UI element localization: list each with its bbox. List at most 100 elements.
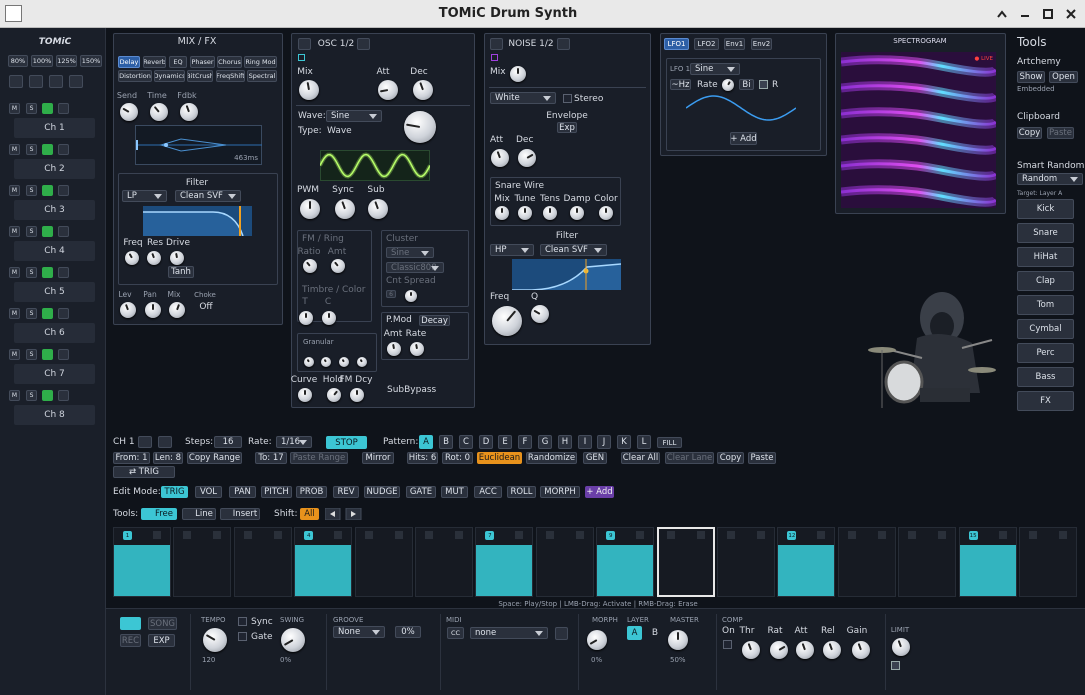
button[interactable]: GEN	[583, 452, 607, 464]
next-button[interactable]	[357, 38, 370, 50]
knob[interactable]	[281, 628, 305, 652]
knob[interactable]	[722, 79, 734, 91]
button[interactable]: Exp	[557, 122, 577, 133]
transport-stop[interactable]	[120, 617, 141, 630]
knob[interactable]	[368, 199, 388, 219]
icon-button[interactable]	[9, 75, 23, 88]
step[interactable]	[415, 527, 473, 597]
step[interactable]	[837, 527, 896, 597]
knob[interactable]	[518, 149, 536, 167]
knob[interactable]	[150, 103, 168, 121]
channel[interactable]: Ch 2	[14, 159, 95, 179]
button[interactable]: E	[498, 435, 512, 449]
button[interactable]: Mirror	[362, 452, 394, 464]
button[interactable]: ⇄ TRIG	[113, 466, 175, 478]
note-button[interactable]	[58, 267, 69, 278]
dropdown[interactable]: Sine	[386, 247, 434, 258]
button[interactable]: All	[300, 508, 319, 520]
step[interactable]	[1019, 527, 1077, 597]
button[interactable]: REC	[120, 634, 141, 647]
button[interactable]: CC	[447, 627, 464, 639]
button[interactable]: PAN	[229, 486, 256, 498]
button[interactable]: M	[9, 185, 20, 196]
knob[interactable]	[742, 641, 760, 659]
button[interactable]: LFO2	[694, 38, 719, 50]
knob[interactable]	[531, 305, 549, 323]
dropdown[interactable]: None	[333, 626, 385, 638]
button[interactable]: HiHat	[1017, 247, 1074, 267]
button[interactable]: Bass	[1017, 367, 1074, 387]
step[interactable]	[656, 527, 715, 597]
button[interactable]: NUDGE	[364, 486, 400, 498]
play-button[interactable]	[42, 349, 53, 360]
button[interactable]: M	[9, 144, 20, 155]
button[interactable]: K	[617, 435, 631, 449]
button[interactable]: Copy	[1017, 127, 1042, 139]
button[interactable]: M	[9, 267, 20, 278]
icon-button[interactable]	[138, 436, 152, 448]
button[interactable]: BitCrush	[187, 70, 213, 82]
button[interactable]: M	[9, 349, 20, 360]
play-button[interactable]	[42, 308, 53, 319]
button[interactable]: From: 1	[113, 452, 150, 464]
button[interactable]: H	[558, 435, 572, 449]
button[interactable]: Delay	[118, 56, 140, 68]
button[interactable]: G	[538, 435, 552, 449]
button[interactable]: TRIG	[161, 486, 188, 498]
button[interactable]: Hits: 6	[407, 452, 438, 464]
knob[interactable]	[120, 103, 138, 121]
next-button[interactable]	[557, 38, 570, 50]
button[interactable]: 150%	[80, 55, 102, 67]
button[interactable]: A	[419, 435, 433, 449]
note-button[interactable]	[58, 390, 69, 401]
button[interactable]: GATE	[406, 486, 436, 498]
knob[interactable]	[299, 80, 319, 100]
knob[interactable]	[321, 357, 331, 367]
button[interactable]: Spectral	[247, 70, 277, 82]
button[interactable]: S	[26, 267, 37, 278]
button[interactable]: FreqShift	[216, 70, 245, 82]
button[interactable]: Show	[1017, 71, 1045, 83]
knob[interactable]	[492, 306, 522, 336]
prev-button[interactable]	[490, 38, 503, 50]
step[interactable]	[717, 527, 775, 597]
knob[interactable]	[331, 259, 345, 273]
knob[interactable]	[350, 388, 364, 402]
button[interactable]: S	[26, 226, 37, 237]
button[interactable]: Clear All	[621, 452, 660, 464]
button[interactable]: Phaser	[190, 56, 215, 68]
button[interactable]: Dynamics	[154, 70, 185, 82]
button[interactable]: Snare	[1017, 223, 1074, 243]
icon-button[interactable]	[49, 75, 63, 88]
button[interactable]: Distortion	[118, 70, 152, 82]
button[interactable]: To: 17	[255, 452, 287, 464]
button[interactable]: Ring Mod	[244, 56, 277, 68]
button[interactable]: I	[578, 435, 592, 449]
knob[interactable]	[518, 206, 532, 220]
note-button[interactable]	[58, 349, 69, 360]
button[interactable]: Paste Range	[290, 452, 348, 464]
dropdown[interactable]: Classic808	[386, 262, 444, 273]
button[interactable]: Copy	[717, 452, 744, 464]
channel[interactable]: Ch 8	[14, 405, 95, 425]
knob[interactable]	[125, 251, 139, 265]
note-button[interactable]	[58, 103, 69, 114]
knob[interactable]	[587, 630, 607, 650]
button[interactable]: Copy Range	[187, 452, 242, 464]
button[interactable]: 125%	[56, 55, 77, 67]
knob[interactable]	[387, 342, 401, 356]
button[interactable]: Randomize	[526, 452, 577, 464]
button[interactable]: S	[26, 308, 37, 319]
note-button[interactable]	[58, 144, 69, 155]
dropdown[interactable]: White	[490, 92, 556, 104]
knob[interactable]	[303, 259, 317, 273]
knob[interactable]	[404, 111, 436, 143]
knob[interactable]	[413, 80, 433, 100]
dropdown[interactable]: LP	[122, 190, 167, 202]
button[interactable]: MUT	[441, 486, 468, 498]
knob[interactable]	[599, 206, 613, 220]
step[interactable]	[354, 527, 413, 597]
knob[interactable]	[147, 251, 161, 265]
button[interactable]: 100%	[31, 55, 53, 67]
note-button[interactable]	[58, 308, 69, 319]
